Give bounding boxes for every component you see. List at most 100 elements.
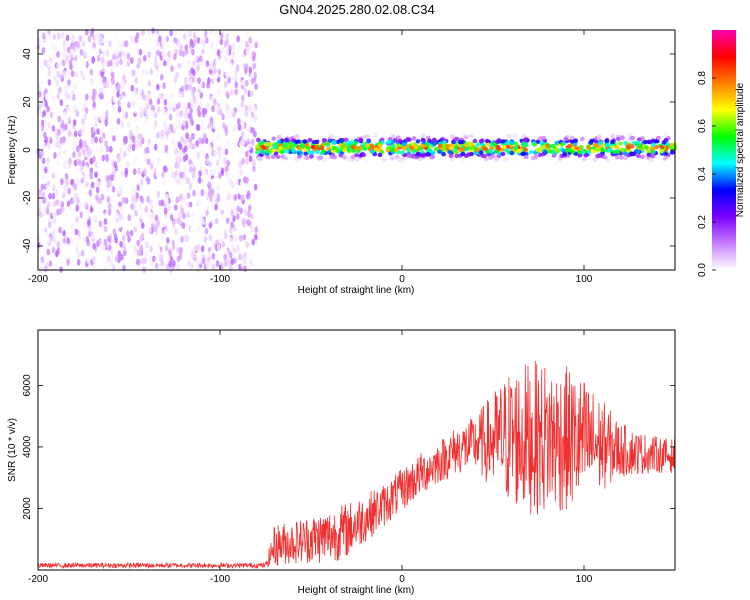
spectrogram-noise-cell — [197, 77, 201, 84]
spectrogram-noise-cell — [197, 190, 201, 198]
spectrogram-noise-cell — [131, 100, 136, 108]
spectrogram-noise-cell — [123, 60, 127, 68]
spectrogram-noise-cell — [171, 239, 176, 247]
spectrogram-noise-cell — [181, 200, 185, 207]
spectrogram-signal-cell — [284, 137, 289, 143]
spectrogram-noise-cell — [89, 172, 93, 179]
spectrogram-noise-cell — [47, 142, 51, 150]
spectrogram-noise-cell — [149, 68, 154, 76]
spectrogram-noise-cell — [105, 49, 110, 57]
spectrogram-noise-cell — [59, 99, 64, 106]
spectrogram-noise-cell — [72, 151, 76, 159]
spectrogram-signal-cell — [361, 145, 367, 151]
spectrogram-signal-cell — [256, 137, 261, 143]
spectrogram-signal-cell — [500, 139, 506, 144]
spectrogram-noise-cell — [185, 254, 190, 261]
spectrogram-noise-cell — [123, 51, 128, 59]
spectrogram-noise-cell — [46, 201, 51, 209]
spectrogram-noise-cell — [122, 111, 126, 119]
spectrogram-noise-cell — [242, 233, 247, 241]
spectrogram-noise-cell — [230, 258, 234, 266]
spectrogram-noise-cell — [254, 233, 258, 241]
spectrogram-noise-cell — [62, 50, 67, 58]
spectrogram-signal-cell — [346, 140, 351, 146]
spectrogram-noise-cell — [182, 212, 186, 220]
spectrogram-noise-cell — [172, 144, 176, 152]
spectrogram-noise-cell — [85, 144, 90, 152]
spectrogram-signal-cell — [626, 145, 631, 150]
spectrogram-noise-cell — [45, 243, 50, 251]
spectrogram-noise-cell — [146, 94, 151, 101]
spectrogram-noise-cell — [171, 250, 175, 258]
spectrogram-noise-cell — [64, 173, 69, 180]
spectrogram-noise-cell — [109, 203, 114, 211]
spectrogram-noise-cell — [75, 110, 80, 118]
spectrogram-noise-cell — [77, 150, 82, 158]
spectrogram-noise-cell — [67, 187, 71, 195]
spectrogram-signal-cell — [266, 141, 271, 147]
spectrogram-signal-cell — [554, 140, 560, 146]
spectrogram-noise-cell — [243, 132, 247, 140]
spectrogram-noise-cell — [223, 40, 228, 48]
spectrogram-noise-cell — [82, 140, 86, 148]
spectrogram-noise-cell — [52, 167, 57, 175]
spectrogram-noise-cell — [133, 116, 138, 124]
spectrogram-noise-cell — [208, 144, 212, 152]
spectrogram-noise-cell — [184, 145, 188, 153]
spectrogram-noise-cell — [221, 113, 225, 121]
spectrogram-noise-cell — [67, 46, 71, 54]
spectrogram-noise-cell — [232, 125, 236, 133]
spectrogram-noise-cell — [117, 155, 121, 163]
spectrogram-noise-cell — [75, 216, 79, 224]
spectrogram-noise-cell — [78, 128, 83, 136]
spectrogram-signal-cell — [495, 139, 500, 144]
spectrogram-signal-cell — [370, 149, 376, 154]
spectrogram-noise-cell — [205, 261, 210, 269]
spectrogram-noise-cell — [49, 111, 54, 119]
spectrogram-signal-cell — [358, 137, 364, 143]
spectrogram-noise-cell — [113, 233, 118, 241]
spectrogram-noise-cell — [133, 156, 138, 164]
spectrogram-signal-cell — [310, 144, 316, 150]
spectrogram-noise-cell — [245, 79, 249, 87]
spectrogram-signal-cell — [294, 157, 299, 162]
spectrogram-noise-cell — [254, 226, 258, 234]
spectrogram-signal-cell — [567, 143, 573, 149]
spectrogram-noise-cell — [148, 227, 153, 235]
spectrogram-noise-cell — [229, 226, 233, 234]
spectrogram-noise-cell — [196, 151, 201, 159]
spectrogram-signal-cell — [427, 138, 432, 143]
spectrogram-noise-cell — [105, 81, 109, 88]
spectrogram-noise-cell — [176, 255, 181, 263]
spectrogram-noise-cell — [167, 50, 171, 58]
spectrogram-noise-cell — [70, 70, 75, 78]
spectrogram-noise-cell — [250, 111, 255, 118]
spectrogram-noise-cell — [44, 124, 49, 131]
spectrogram-noise-cell — [52, 211, 57, 219]
spectrogram-noise-cell — [228, 178, 232, 185]
spectrogram-noise-cell — [74, 192, 78, 200]
spectrogram-noise-cell — [40, 119, 45, 127]
spectrogram-noise-cell — [185, 132, 189, 140]
spectrogram-signal-cell — [640, 154, 645, 160]
spectrogram-noise-cell — [51, 246, 56, 254]
spectrogram-noise-cell — [63, 111, 67, 119]
spectrogram-signal-cell — [328, 134, 334, 139]
spectrogram-noise-cell — [90, 30, 94, 38]
spectrogram-noise-cell — [64, 162, 69, 170]
spectrogram-noise-cell — [123, 150, 127, 158]
spectrogram-noise-cell — [126, 161, 130, 168]
spectrogram-noise-cell — [129, 248, 134, 255]
spectrogram-noise-cell — [130, 256, 135, 264]
spectrogram-noise-cell — [45, 32, 50, 40]
spectrogram-noise-cell — [101, 77, 106, 84]
spectrogram-signal-cell — [623, 155, 628, 161]
spectrogram-signal-cell — [449, 156, 455, 162]
spectrogram-signal-cell — [373, 146, 379, 152]
spectrogram-noise-cell — [83, 201, 88, 208]
spectrogram-signal-cell — [386, 146, 391, 151]
spectrogram-noise-cell — [196, 65, 200, 72]
spectrogram-signal-cell — [420, 143, 426, 149]
spectrogram-noise-cell — [198, 137, 202, 144]
spectrogram-signal-cell — [396, 135, 401, 140]
